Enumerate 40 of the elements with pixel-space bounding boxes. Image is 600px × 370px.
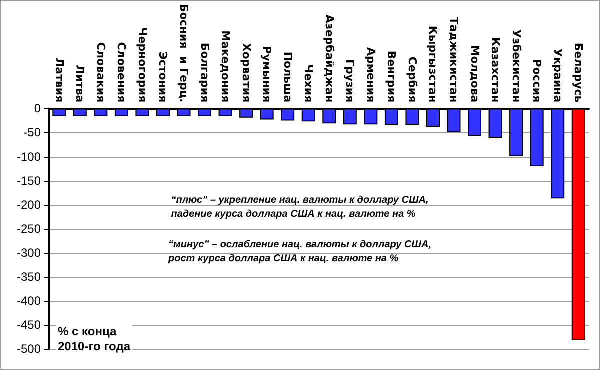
x-tick-label: Болгария (198, 42, 212, 103)
x-tick-label: Македония (219, 30, 232, 103)
x-tick-label: Сербия (406, 56, 419, 103)
x-tick-label: Словения (115, 42, 128, 103)
x-tick-label: Узбекистан (510, 30, 523, 103)
annotation: % с конца 2010-го года (58, 324, 131, 354)
y-tick-label: -400 (16, 294, 42, 308)
x-tick-label: Армения (364, 47, 378, 103)
x-tick-label: Эстония (156, 52, 170, 103)
y-tick-label: -250 (16, 222, 42, 236)
x-tick-label: Литва (74, 65, 87, 103)
x-tick-label: Россия (530, 59, 544, 103)
x-tick-label: Казахстан (489, 37, 502, 103)
x-tick-label: Польша (281, 52, 294, 103)
x-tick-label: Босния и Герц. (178, 4, 190, 103)
x-tick-label: Кыргызстан (426, 26, 440, 103)
x-tick-label: Венгрия (385, 50, 398, 103)
x-tick-label: Латвия (52, 58, 66, 103)
y-tick-label: -300 (16, 246, 42, 260)
x-tick-label: Грузия (344, 59, 357, 103)
x-tick-label: Азербайджан (322, 14, 336, 103)
x-tick-label: Черногория (136, 27, 149, 103)
y-tick-label: -50 (24, 126, 42, 140)
y-tick-label: -200 (16, 198, 42, 212)
x-tick-label: Молдова (468, 45, 482, 103)
x-tick-label: Таджикистан (448, 17, 460, 103)
x-tick-label: Словакия (94, 42, 108, 103)
y-tick-label: -100 (16, 150, 42, 164)
y-tick-label: -350 (16, 270, 42, 284)
x-tick-label: Румыния (260, 46, 274, 103)
x-tick-label: Украина (551, 48, 564, 103)
x-tick-label: Хорватия (240, 43, 253, 103)
y-tick-label: -500 (16, 342, 42, 356)
x-tick-label: Беларусь (572, 42, 586, 103)
x-tick-label: Чехия (302, 64, 316, 103)
annotation: “минус” – ослабление нац. валюты к доллару США, рост курса доллара США к нац. валюте на % (168, 239, 432, 264)
y-tick-label: -150 (16, 174, 42, 188)
annotation: “плюс” – укрепление нац. валюты к доллару США, падение курса доллара США к нац. валюте на % (171, 194, 429, 220)
y-tick-label: 0 (34, 102, 42, 116)
y-tick-label: -450 (16, 318, 42, 332)
